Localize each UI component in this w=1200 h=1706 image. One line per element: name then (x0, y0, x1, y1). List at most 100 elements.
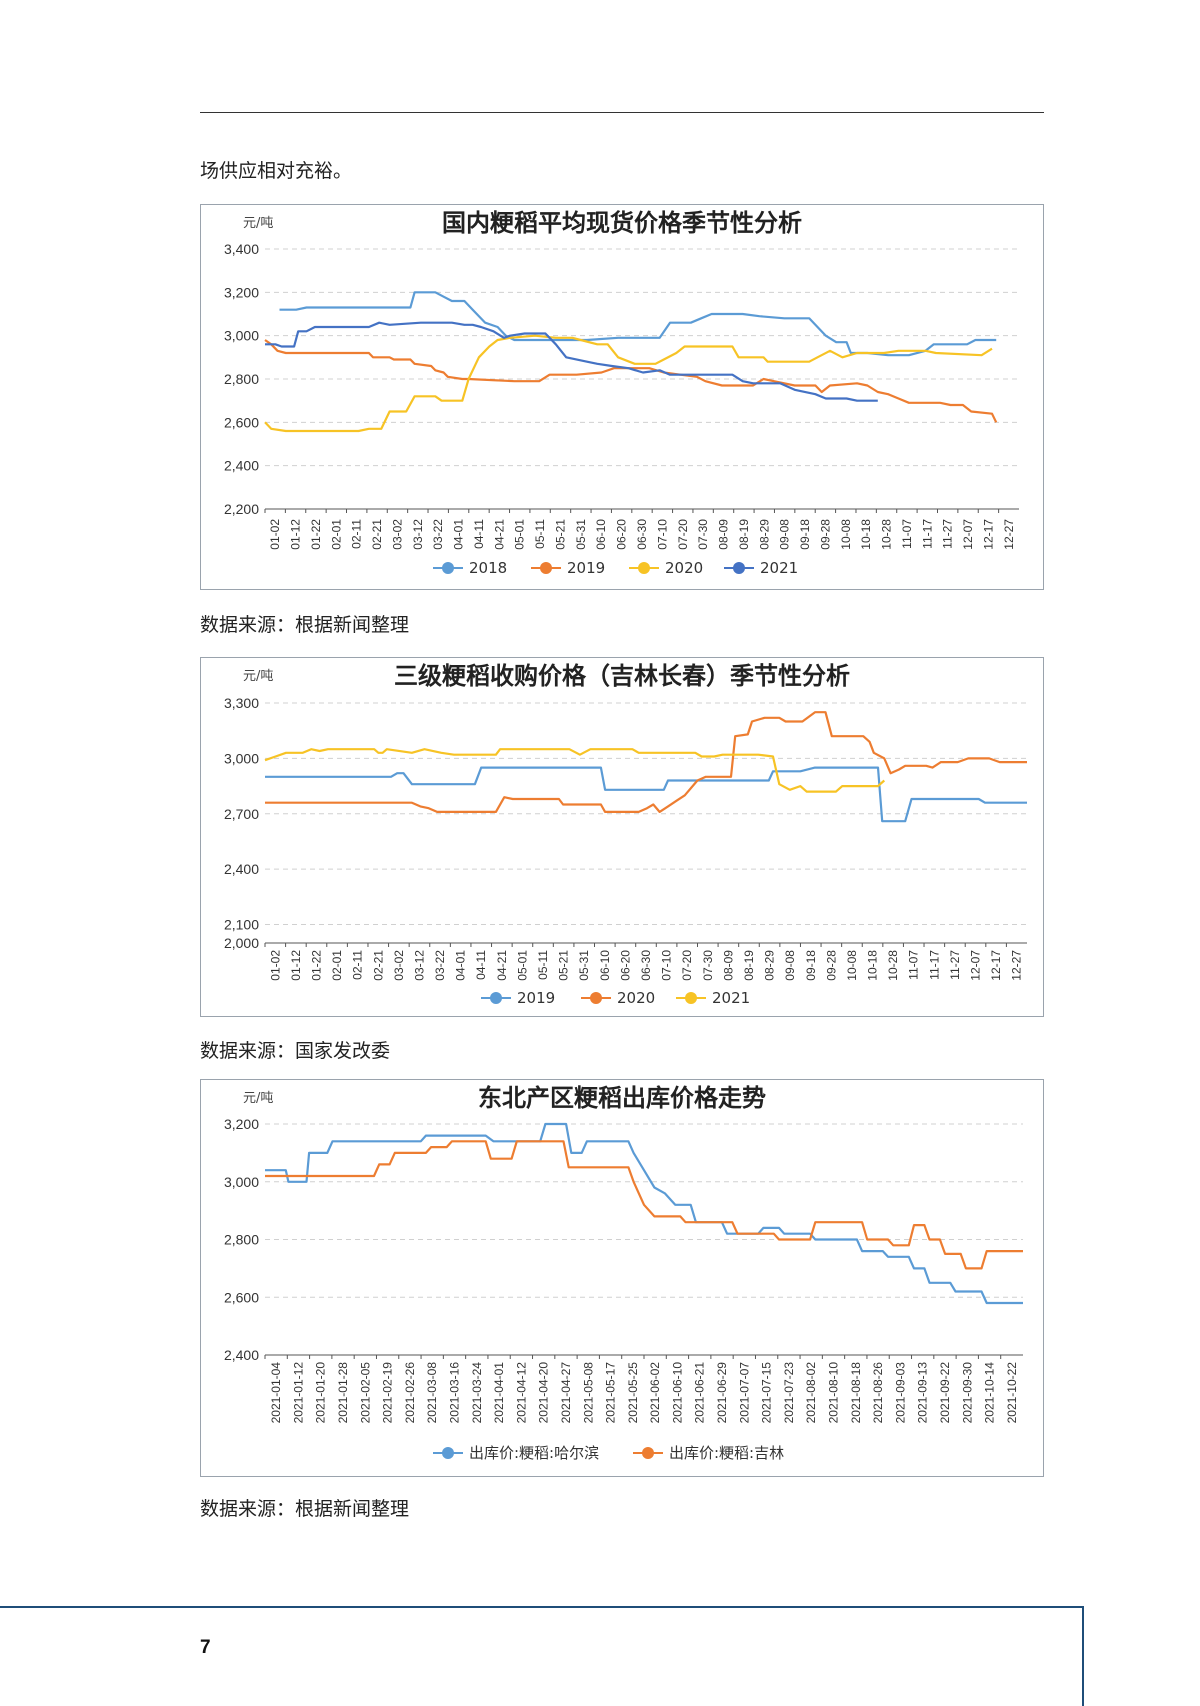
x-tick-label: 01-22 (309, 950, 323, 981)
x-tick-label: 09-08 (783, 950, 797, 981)
footer-frame (0, 1606, 1084, 1706)
x-tick-label: 2021-02-05 (358, 1362, 372, 1424)
legend-marker-2 (685, 992, 697, 1004)
x-tick-label: 2021-02-19 (381, 1362, 395, 1424)
y-tick-label: 3,000 (224, 328, 259, 344)
x-tick-label: 2021-01-04 (269, 1362, 283, 1424)
x-tick-label: 07-10 (660, 950, 674, 981)
x-tick-label: 09-18 (804, 950, 818, 981)
x-tick-label: 2021-04-27 (559, 1362, 573, 1424)
chart-2-source: 数据来源：国家发改委 (200, 1040, 391, 1062)
x-tick-label: 07-20 (676, 519, 690, 550)
x-tick-label: 2021-02-26 (403, 1362, 417, 1424)
x-tick-label: 10-28 (880, 519, 894, 550)
x-tick-label: 2021-06-10 (670, 1362, 684, 1424)
series-line-1 (265, 711, 1027, 813)
x-tick-label: 2021-08-26 (871, 1362, 885, 1424)
x-tick-label: 05-31 (574, 519, 588, 550)
x-tick-label: 2021-10-14 (983, 1362, 997, 1424)
x-tick-label: 2021-05-08 (581, 1362, 595, 1424)
y-tick-label: 2,800 (224, 1232, 259, 1248)
y-tick-label: 2,200 (224, 501, 259, 517)
x-tick-label: 06-20 (615, 519, 629, 550)
x-tick-label: 2021-08-10 (827, 1362, 841, 1424)
legend-label-1: 2019 (567, 559, 605, 577)
x-tick-label: 2021-06-02 (648, 1362, 662, 1424)
x-tick-label: 2021-06-21 (693, 1362, 707, 1424)
x-tick-label: 03-12 (412, 950, 426, 981)
x-tick-label: 05-11 (533, 519, 547, 549)
legend-label-0: 2019 (517, 989, 555, 1007)
y-tick-label: 3,000 (224, 750, 259, 766)
header-rule (200, 112, 1044, 113)
x-tick-label: 2021-04-20 (537, 1362, 551, 1424)
x-tick-label: 2021-03-08 (425, 1362, 439, 1424)
x-tick-label: 07-30 (701, 950, 715, 981)
x-tick-label: 12-17 (981, 519, 995, 550)
x-tick-label: 09-28 (818, 519, 832, 550)
x-tick-label: 02-21 (370, 519, 384, 550)
x-tick-label: 11-17 (920, 519, 934, 549)
x-tick-label: 11-07 (907, 950, 921, 980)
x-tick-label: 02-11 (350, 519, 364, 549)
legend-label-3: 2021 (760, 559, 798, 577)
x-tick-label: 2021-01-20 (314, 1362, 328, 1424)
chart-1-frame: 国内粳稻平均现货价格季节性分析 元/吨 2,200 2,400 2,600 2,800 3,… (200, 204, 1044, 590)
legend-label-0: 出库价:粳稻:哈尔滨 (469, 1444, 599, 1462)
chart-title: 东北产区粳稻出库价格走势 (478, 1084, 766, 1112)
x-tick-label: 01-22 (309, 519, 323, 550)
x-tick-label: 07-10 (655, 519, 669, 550)
legend-marker-1 (540, 562, 552, 574)
x-tick-label: 2021-08-18 (849, 1362, 863, 1424)
intro-paragraph: 场供应相对充裕。 (200, 160, 353, 182)
x-tick-label: 2021-07-15 (760, 1362, 774, 1424)
x-tick-label: 01-02 (268, 950, 282, 981)
x-tick-label: 2021-05-17 (604, 1362, 618, 1424)
chart-3-northeast-outbound-price: 东北产区粳稻出库价格走势 元/吨 2,400 2,600 2,800 3,000 3,200… (224, 1084, 1023, 1462)
x-tick-label: 03-22 (433, 950, 447, 981)
y-tick-label: 3,000 (224, 1174, 259, 1190)
x-tick-label: 2021-05-25 (626, 1362, 640, 1424)
y-axis-unit: 元/吨 (243, 669, 273, 684)
x-tick-label: 05-01 (513, 519, 527, 550)
x-tick-label: 2021-04-12 (514, 1362, 528, 1424)
x-tick-label: 2021-09-03 (893, 1362, 907, 1424)
x-tick-label: 12-07 (961, 519, 975, 550)
x-tick-label: 09-28 (824, 950, 838, 981)
legend-marker-3 (733, 562, 745, 574)
series-line-1 (265, 1140, 1023, 1270)
x-tick-label: 08-19 (737, 519, 751, 550)
x-tick-label: 08-19 (742, 950, 756, 981)
x-tick-label: 2021-01-28 (336, 1362, 350, 1424)
x-tick-label: 08-29 (763, 950, 777, 981)
series-line-2 (264, 748, 886, 793)
y-axis-unit: 元/吨 (243, 216, 273, 231)
x-tick-label: 2021-03-16 (448, 1362, 462, 1424)
chart-2-frame: 三级粳稻收购价格（吉林长春）季节性分析 元/吨 2,000 2,100 2,400 2,7… (200, 657, 1044, 1017)
chart-2-purchase-price-seasonal: 三级粳稻收购价格（吉林长春）季节性分析 元/吨 2,000 2,100 2,400 2,7… (224, 662, 1027, 1007)
x-tick-label: 2021-07-23 (782, 1362, 796, 1424)
chart-title: 三级粳稻收购价格（吉林长春）季节性分析 (394, 662, 850, 690)
x-tick-label: 09-18 (798, 519, 812, 550)
x-tick-label: 05-01 (515, 950, 529, 981)
x-tick-label: 11-27 (948, 950, 962, 980)
x-tick-label: 03-12 (411, 519, 425, 550)
x-tick-label: 09-08 (778, 519, 792, 550)
x-tick-label: 12-07 (969, 950, 983, 981)
x-tick-label: 2021-08-02 (804, 1362, 818, 1424)
x-tick-label: 12-27 (1002, 519, 1016, 550)
x-tick-label: 2021-09-22 (938, 1362, 952, 1424)
y-tick-label: 2,400 (224, 1347, 259, 1363)
x-tick-label: 01-12 (289, 519, 303, 550)
chart-title: 国内粳稻平均现货价格季节性分析 (442, 209, 802, 237)
x-tick-label: 01-02 (268, 519, 282, 550)
x-tick-label: 06-30 (639, 950, 653, 981)
y-tick-label: 2,400 (224, 861, 259, 877)
x-tick-label: 04-11 (474, 950, 488, 980)
legend-marker-0 (490, 992, 502, 1004)
chart-3-source: 数据来源：根据新闻整理 (200, 1498, 410, 1520)
x-tick-label: 2021-01-12 (291, 1362, 305, 1424)
y-tick-label: 2,000 (224, 935, 259, 951)
x-tick-label: 06-20 (618, 950, 632, 981)
x-tick-label: 01-12 (289, 950, 303, 981)
